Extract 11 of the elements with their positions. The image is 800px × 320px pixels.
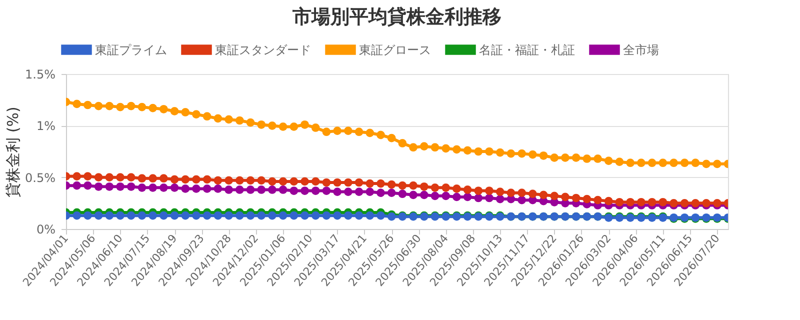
legend-label: 東証プライム [95,42,167,57]
y-tick-label: 0.5% [25,170,56,185]
legend-label: 東証グロース [359,42,431,57]
legend-label: 全市場 [623,42,659,57]
y-axis-title: 貸株金利 (%) [4,106,22,198]
y-tick-label: 1.5% [25,68,56,82]
y-tick-label: 1% [36,119,56,134]
legend-label: 東証スタンダード [215,42,311,57]
legend-label: 名証・福証・札証 [479,42,575,57]
chart-title: 市場別平均貸株金利推移 [292,6,502,28]
y-tick-label: 0% [36,222,56,236]
